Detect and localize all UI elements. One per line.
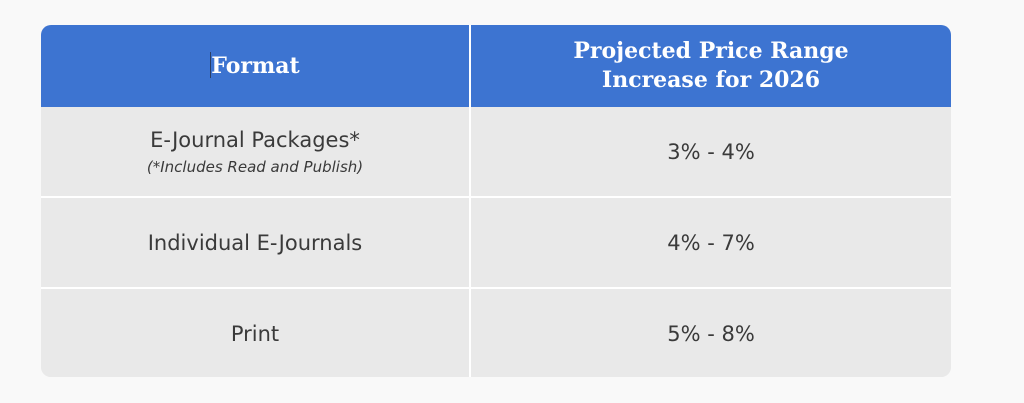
format-label: Individual E-Journals — [147, 230, 363, 255]
header-row: Format Projected Price Range Increase fo… — [41, 25, 951, 107]
header-price-range-line1: Projected Price Range — [573, 38, 849, 64]
format-note: (*Includes Read and Publish) — [146, 157, 364, 176]
format-cell: Individual E-Journals — [41, 196, 470, 288]
table-row: Print 5% - 8% — [41, 287, 951, 377]
header-price-range-line2: Increase for 2026 — [601, 67, 821, 93]
price-range-table: Format Projected Price Range Increase fo… — [41, 25, 951, 377]
header-format-label: Format — [211, 52, 300, 79]
range-value: 3% - 4% — [667, 139, 755, 164]
table-body: E-Journal Packages* (*Includes Read and … — [41, 107, 951, 377]
price-table-container: Format Projected Price Range Increase fo… — [41, 25, 951, 377]
header-format: Format — [41, 25, 470, 107]
range-value: 5% - 8% — [667, 321, 755, 346]
table-row: Individual E-Journals 4% - 7% — [41, 196, 951, 288]
format-label: E-Journal Packages* — [150, 127, 360, 152]
table-header: Format Projected Price Range Increase fo… — [41, 25, 951, 107]
range-cell: 4% - 7% — [469, 196, 951, 288]
text-cursor — [210, 51, 212, 78]
table-row: E-Journal Packages* (*Includes Read and … — [41, 107, 951, 197]
format-cell: E-Journal Packages* (*Includes Read and … — [41, 107, 470, 197]
header-price-range: Projected Price Range Increase for 2026 — [469, 25, 951, 107]
range-cell: 5% - 8% — [469, 287, 951, 377]
range-cell: 3% - 4% — [469, 107, 951, 197]
format-cell: Print — [41, 287, 470, 377]
range-value: 4% - 7% — [667, 230, 755, 255]
format-label: Print — [230, 321, 280, 346]
